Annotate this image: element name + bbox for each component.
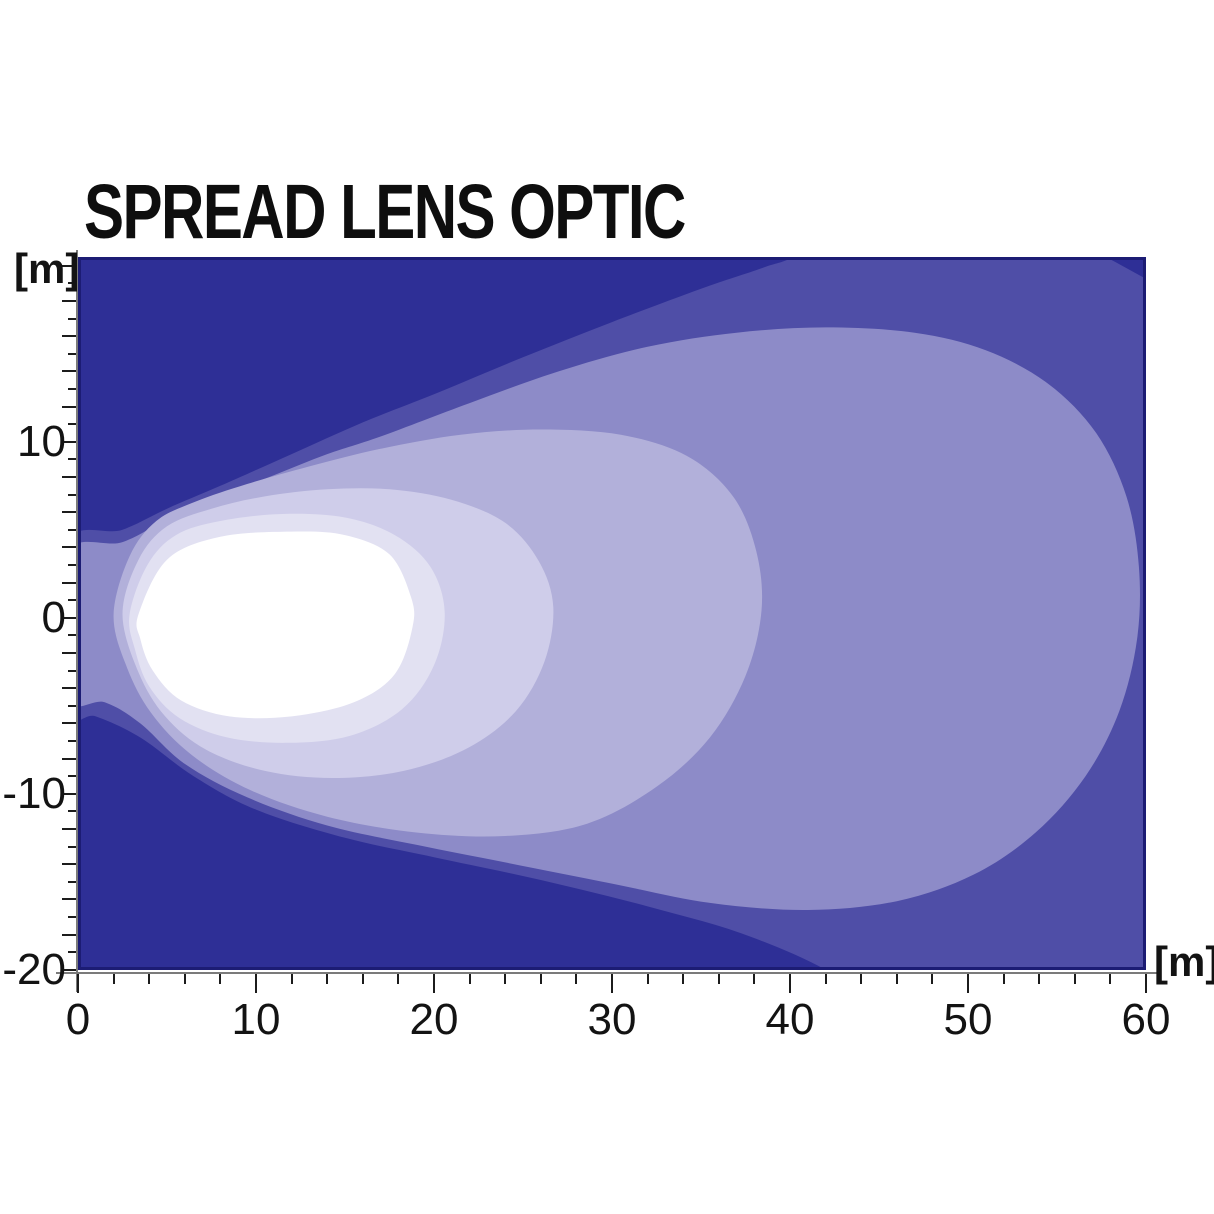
x-tick-label: 20 (409, 995, 459, 1044)
x-tick (504, 974, 507, 984)
y-tick (62, 616, 76, 619)
y-tick (68, 352, 76, 355)
y-tick (68, 704, 76, 707)
x-tick (468, 974, 471, 984)
x-tick (717, 974, 720, 984)
y-tick-label: 0 (41, 592, 66, 642)
x-tick (789, 974, 791, 993)
y-tick (62, 652, 76, 654)
y-tick (62, 757, 76, 760)
y-tick-label: -10 (2, 768, 66, 818)
y-axis-unit-label: [m] (14, 245, 80, 292)
y-tick (68, 528, 76, 531)
y-tick (68, 599, 76, 602)
y-tick (62, 828, 76, 830)
x-tick (255, 974, 257, 993)
x-tick-label: 30 (587, 995, 637, 1044)
y-tick (68, 388, 76, 390)
x-tick (1145, 974, 1147, 993)
x-tick (931, 974, 934, 984)
x-tick (1038, 974, 1041, 984)
y-tick (62, 335, 76, 338)
page-title: SPREAD LENS OPTIC (84, 169, 686, 255)
y-tick (68, 282, 76, 285)
y-tick (62, 968, 76, 971)
x-tick (753, 974, 756, 984)
y-tick (62, 370, 76, 373)
y-tick (62, 405, 76, 408)
contour-core-hotspot (136, 531, 415, 719)
y-tick (62, 687, 76, 690)
x-tick (433, 974, 435, 993)
x-tick-label: 0 (65, 995, 91, 1044)
y-tick (68, 634, 76, 637)
y-tick (62, 581, 76, 584)
x-axis-line (56, 972, 1160, 974)
x-tick (824, 974, 827, 984)
x-tick (112, 974, 115, 984)
x-tick-label: 10 (231, 995, 281, 1044)
y-tick (68, 810, 76, 813)
y-axis-line (76, 250, 78, 992)
x-tick (682, 974, 685, 984)
x-tick (397, 974, 400, 984)
y-tick (68, 740, 76, 742)
y-tick (68, 951, 76, 954)
y-tick (68, 493, 76, 496)
y-tick-label: 10 (17, 416, 66, 466)
contour-plot (78, 257, 1146, 970)
y-tick (62, 722, 76, 725)
y-tick (68, 564, 76, 566)
y-tick (62, 264, 76, 267)
y-tick (68, 458, 76, 461)
x-tick (967, 974, 969, 993)
y-tick (62, 863, 76, 866)
x-tick-label: 40 (765, 995, 815, 1044)
y-tick (62, 546, 76, 549)
x-tick (290, 974, 293, 984)
x-tick-label: 60 (1121, 995, 1171, 1044)
x-tick (326, 974, 329, 984)
y-tick (62, 511, 76, 514)
x-tick (1109, 974, 1112, 984)
x-tick (611, 974, 613, 993)
x-tick (646, 974, 649, 984)
x-tick (77, 974, 79, 993)
x-tick (575, 974, 578, 984)
plot-border (78, 257, 1146, 970)
y-tick (62, 476, 76, 478)
x-tick-label: 50 (943, 995, 993, 1044)
x-axis-unit-label: [m] (1154, 938, 1214, 985)
y-tick (68, 775, 76, 778)
x-tick (183, 974, 186, 984)
x-tick (895, 974, 898, 984)
y-tick (62, 898, 76, 901)
y-tick (62, 792, 76, 795)
y-tick (68, 669, 76, 672)
y-tick (68, 916, 76, 918)
y-tick (68, 423, 76, 426)
y-tick (62, 440, 76, 443)
y-tick (68, 317, 76, 320)
x-tick (860, 974, 863, 984)
y-tick (62, 300, 76, 302)
y-tick (62, 933, 76, 936)
y-tick (68, 845, 76, 848)
y-tick-label: -20 (2, 944, 66, 994)
x-tick (361, 974, 364, 984)
x-tick (1002, 974, 1005, 984)
x-tick (219, 974, 222, 984)
x-tick (1073, 974, 1076, 984)
x-tick (148, 974, 151, 984)
x-tick (539, 974, 542, 984)
y-tick (68, 880, 76, 883)
